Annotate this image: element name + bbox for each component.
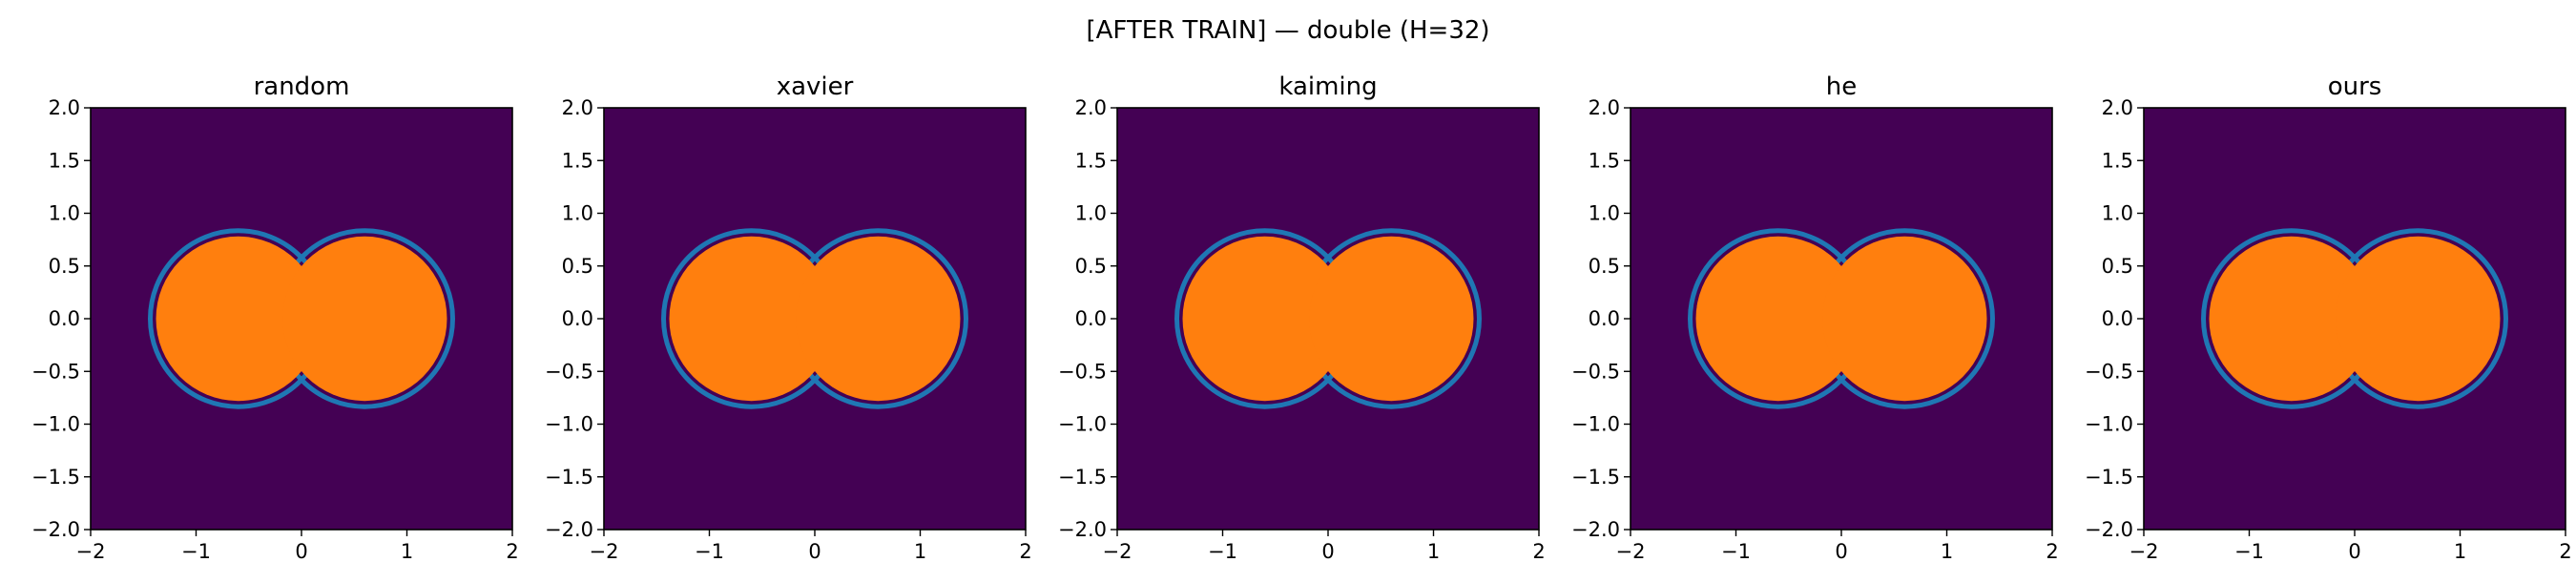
decision-region — [604, 108, 1026, 530]
decision-region — [1117, 108, 1539, 530]
decision-region — [2144, 108, 2566, 530]
y-tick-label: −1.0 — [31, 413, 80, 436]
x-tick-label: 1 — [1427, 540, 1440, 563]
panel-kaiming: kaiming −2 −1 0 1 2 −2.0 −1.5 −1.0 −0.5 0.0 0.5 1.0 1… — [1058, 73, 1546, 563]
region-speckle — [604, 108, 1026, 530]
y-tick-label: −1.5 — [1571, 466, 1620, 489]
y-tick-label: 0.5 — [1589, 255, 1620, 278]
y-tick-label: −2.0 — [2085, 518, 2133, 541]
x-tick-label: −1 — [1721, 540, 1751, 563]
y-tick-label: 2.0 — [1075, 96, 1107, 119]
plot-area — [91, 108, 512, 530]
panels: random −2 −1 0 1 2 −2.0 −1.5 −1.0 −0.5 0.0 0.5 1.0 1.… — [31, 73, 2572, 563]
y-tick-label: −0.5 — [1571, 360, 1620, 383]
plot-area — [1631, 108, 2052, 530]
plot-area — [1117, 108, 1539, 530]
y-tick-label: 2.0 — [1589, 96, 1620, 119]
decision-region — [1631, 108, 2052, 530]
y-tick-label: 0.0 — [1075, 307, 1107, 330]
x-tick-label: 0 — [1835, 540, 1847, 563]
y-tick-label: 2.0 — [49, 96, 80, 119]
x-tick-label: 1 — [1941, 540, 1953, 563]
y-tick-label: −1.5 — [1058, 466, 1107, 489]
y-tick-label: 0.5 — [2102, 255, 2133, 278]
panel-ours: ours −2 −1 0 1 2 −2.0 −1.5 −1.0 −0.5 0.0 0.5 1.0 1.5 2… — [2085, 73, 2572, 563]
y-tick-label: 1.0 — [562, 202, 593, 225]
x-tick-label: 1 — [401, 540, 413, 563]
x-tick-label: 1 — [2454, 540, 2466, 563]
x-tick-label: −1 — [1208, 540, 1237, 563]
x-tick-label: −2 — [2129, 540, 2159, 563]
y-tick-label: 1.0 — [2102, 202, 2133, 225]
y-tick-label: 1.0 — [49, 202, 80, 225]
x-tick-label: −2 — [1616, 540, 1646, 563]
x-tick-label: 2 — [1019, 540, 1031, 563]
y-tick-label: 1.5 — [562, 149, 593, 172]
panel-title: xavier — [777, 73, 854, 101]
y-tick-label: 1.0 — [1075, 202, 1107, 225]
y-tick-label: −1.0 — [545, 413, 593, 436]
panel-title: ours — [2328, 73, 2382, 101]
y-tick-label: 0.5 — [49, 255, 80, 278]
x-tick-label: −1 — [2234, 540, 2264, 563]
y-tick-label: −1.5 — [2085, 466, 2133, 489]
y-tick-label: 1.5 — [1589, 149, 1620, 172]
y-tick-label: −1.0 — [1058, 413, 1107, 436]
region-speckle — [2144, 108, 2566, 530]
y-tick-label: 1.5 — [1075, 149, 1107, 172]
panel-title: kaiming — [1278, 73, 1377, 101]
region-speckle — [1117, 108, 1539, 530]
x-tick-label: 2 — [2559, 540, 2571, 563]
decision-region — [91, 108, 512, 530]
x-tick-label: 2 — [2046, 540, 2058, 563]
y-tick-label: −1.5 — [31, 466, 80, 489]
x-tick-label: −2 — [1103, 540, 1132, 563]
x-tick-label: 0 — [1321, 540, 1334, 563]
panel-he: he −2 −1 0 1 2 −2.0 −1.5 −1.0 −0.5 0.0 0.5 1.0 1.5 2.0 — [1571, 73, 2059, 563]
panel-random: random −2 −1 0 1 2 −2.0 −1.5 −1.0 −0.5 0.0 0.5 1.0 1.… — [31, 73, 519, 563]
y-tick-label: −2.0 — [1571, 518, 1620, 541]
y-tick-label: −0.5 — [1058, 360, 1107, 383]
y-tick-label: −0.5 — [31, 360, 80, 383]
region-speckle — [91, 108, 512, 530]
y-tick-label: 0.0 — [562, 307, 593, 330]
x-tick-label: 1 — [914, 540, 926, 563]
y-tick-label: −1.0 — [1571, 413, 1620, 436]
y-tick-label: 0.0 — [49, 307, 80, 330]
x-tick-label: −2 — [76, 540, 106, 563]
x-tick-label: −1 — [181, 540, 211, 563]
y-tick-label: 0.0 — [2102, 307, 2133, 330]
plot-area — [2144, 108, 2566, 530]
panel-xavier: xavier −2 −1 0 1 2 −2.0 −1.5 −1.0 −0.5 0.0 0.5 1.0 1.… — [545, 73, 1032, 563]
x-tick-label: 0 — [2348, 540, 2360, 563]
y-tick-label: 2.0 — [562, 96, 593, 119]
x-tick-label: 0 — [295, 540, 307, 563]
y-tick-label: 1.5 — [49, 149, 80, 172]
y-tick-label: −2.0 — [545, 518, 593, 541]
panel-title: random — [254, 73, 350, 101]
figure-suptitle: [AFTER TRAIN] — double (H=32) — [1086, 16, 1489, 45]
y-tick-label: −0.5 — [545, 360, 593, 383]
x-tick-label: −1 — [695, 540, 724, 563]
x-tick-label: 0 — [808, 540, 821, 563]
y-tick-label: −2.0 — [31, 518, 80, 541]
y-tick-label: 2.0 — [2102, 96, 2133, 119]
y-tick-label: 1.5 — [2102, 149, 2133, 172]
y-tick-label: −1.5 — [545, 466, 593, 489]
y-tick-label: −0.5 — [2085, 360, 2133, 383]
y-tick-label: 0.5 — [562, 255, 593, 278]
x-tick-label: 2 — [506, 540, 518, 563]
y-tick-label: 1.0 — [1589, 202, 1620, 225]
y-tick-label: −1.0 — [2085, 413, 2133, 436]
x-tick-label: 2 — [1532, 540, 1545, 563]
plot-area — [604, 108, 1026, 530]
region-speckle — [1631, 108, 2052, 530]
panel-title: he — [1826, 73, 1857, 101]
y-tick-label: 0.0 — [1589, 307, 1620, 330]
y-tick-label: 0.5 — [1075, 255, 1107, 278]
x-tick-label: −2 — [590, 540, 619, 563]
y-tick-label: −2.0 — [1058, 518, 1107, 541]
